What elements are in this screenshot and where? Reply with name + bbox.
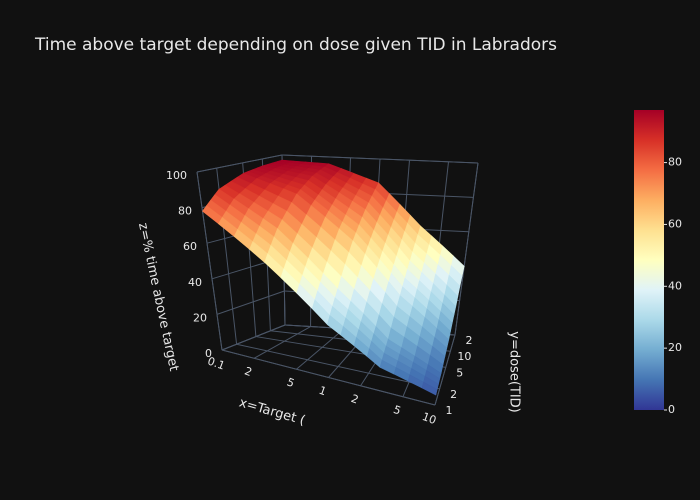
x-tick-label: 0.1 [206, 354, 227, 372]
chart-title: Time above target depending on dose give… [34, 35, 557, 55]
colorbar-tick-label: 20 [668, 341, 682, 354]
z-tick-label: 60 [183, 240, 197, 253]
surface-patch [421, 381, 438, 396]
z-tick-label: 40 [188, 276, 202, 289]
x-tick-label: 10 [420, 410, 438, 427]
y-grid-line [236, 343, 440, 390]
z-tick-label: 20 [193, 311, 207, 324]
y-grid-line [196, 171, 223, 351]
y-tick-label: 2 [466, 334, 473, 347]
z-grid-line [196, 154, 283, 173]
z-grid-line [281, 154, 479, 164]
x-tick-label: 5 [285, 375, 296, 390]
x-grid-line [434, 334, 456, 406]
y-tick-label: 2 [450, 388, 457, 401]
y-tick-label: 10 [457, 350, 471, 363]
z-grid-line [216, 290, 285, 315]
colorbar-tick-label: 40 [668, 279, 682, 292]
x-tick-label: 2 [243, 365, 254, 380]
z-grid-line [221, 324, 286, 351]
colorbar [634, 110, 664, 410]
x-grid-line [454, 162, 479, 336]
y-tick-label: 1 [446, 404, 453, 417]
z-tick-label: 80 [178, 205, 192, 218]
x-grid-line [296, 328, 345, 370]
y-grid-line [221, 349, 436, 406]
x-grid-line [253, 326, 311, 359]
colorbar-tick-label: 80 [668, 156, 682, 169]
y-tick-label: 5 [456, 366, 463, 379]
y-axis-title: y=dose(TID) [507, 331, 522, 413]
x-tick-label: 5 [392, 403, 403, 418]
x-tick-label: 1 [317, 384, 328, 399]
z-tick-label: 0 [205, 347, 212, 360]
z-tick-label: 100 [166, 169, 187, 182]
colorbar-tick-label: 60 [668, 217, 682, 230]
colorbar-tick-label: 0 [668, 403, 675, 416]
x-tick-label: 2 [349, 392, 360, 407]
